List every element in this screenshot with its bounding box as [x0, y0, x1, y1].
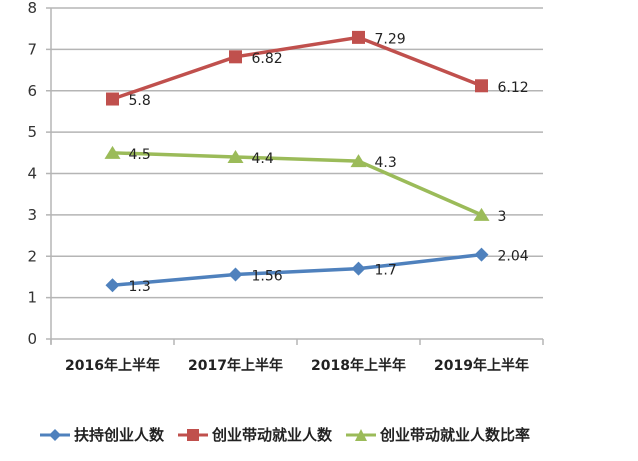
legend-item-employment-ratio: 创业带动就业人数比率: [346, 424, 530, 445]
legend-label: 创业带动就业人数比率: [380, 426, 531, 444]
x-axis-categories: 2016年上半年 2017年上半年 2018年上半年 2019年上半年: [65, 357, 529, 374]
data-label: 6.12: [498, 80, 529, 96]
legend-item-support-entrepreneurs: 扶持创业人数: [40, 424, 164, 445]
square-marker-icon: [106, 92, 119, 106]
y-axis-ticks: 0 1 2 3 4 5 6 7 8: [27, 0, 37, 348]
legend: 扶持创业人数 创业带动就业人数 创业带动就业人数比率: [40, 424, 638, 445]
diamond-marker-icon: [228, 267, 243, 282]
triangle-marker-icon: [350, 154, 367, 168]
series-line: [112, 151, 483, 217]
triangle-marker-icon: [346, 428, 377, 441]
data-label: 4.4: [252, 151, 274, 167]
data-label: 7.29: [375, 31, 406, 47]
data-label: 2.04: [498, 249, 529, 265]
square-marker-icon: [352, 30, 365, 44]
triangle-marker-icon: [227, 149, 244, 163]
x-category-label: 2016年上半年: [65, 357, 160, 374]
data-label: 4.3: [375, 155, 397, 171]
data-label: 1.3: [129, 279, 151, 295]
series-line: [112, 252, 482, 287]
x-category-label: 2018年上半年: [311, 357, 406, 374]
y-tick-label: 3: [27, 206, 37, 224]
square-marker-icon: [475, 79, 488, 93]
legend-item-employment-driven: 创业带动就业人数: [178, 424, 332, 445]
data-label: 3: [498, 209, 507, 225]
data-label: 6.82: [252, 51, 283, 67]
data-label: 1.56: [252, 268, 283, 284]
square-marker-icon: [178, 428, 209, 441]
y-tick-label: 6: [27, 82, 37, 100]
diamond-marker-icon: [40, 428, 70, 441]
triangle-marker-icon: [104, 145, 121, 159]
x-category-label: 2019年上半年: [434, 357, 529, 374]
y-tick-label: 4: [27, 165, 37, 183]
series-lines: 1.3 1.56 1.7 2.04 5.8 6.82 7.29 6.12 4.5 4.4 4.3 3: [104, 30, 529, 295]
y-tick-label: 2: [27, 247, 37, 265]
diamond-marker-icon: [351, 261, 366, 276]
axes: [50, 8, 544, 345]
triangle-marker-icon: [473, 207, 490, 221]
square-marker-icon: [229, 50, 242, 64]
series-line: [111, 35, 483, 101]
y-tick-label: 7: [27, 40, 37, 58]
y-tick-label: 8: [27, 0, 37, 17]
y-tick-label: 5: [27, 123, 37, 141]
diamond-marker-icon: [474, 247, 489, 262]
gridlines: [46, 7, 543, 340]
y-tick-label: 0: [27, 330, 37, 348]
y-tick-label: 1: [27, 289, 37, 307]
legend-label: 扶持创业人数: [74, 426, 165, 444]
data-label: 1.7: [375, 263, 397, 279]
x-category-label: 2017年上半年: [188, 357, 283, 374]
legend-label: 创业带动就业人数: [212, 426, 333, 444]
data-label: 5.8: [129, 93, 151, 109]
data-label: 4.5: [129, 147, 151, 163]
diamond-marker-icon: [105, 278, 120, 293]
